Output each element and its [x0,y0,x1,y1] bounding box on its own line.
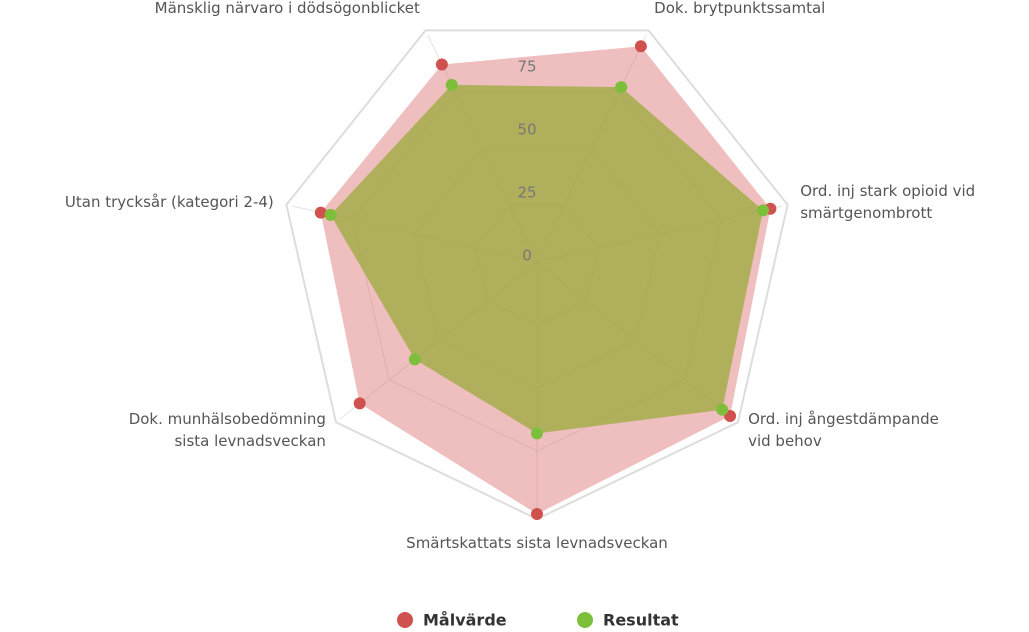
outer-frame [285,29,789,521]
legend-label: Resultat [603,611,679,630]
category-label: Dok. brytpunktssamtal [654,0,826,17]
series-point [353,397,366,410]
series-point [408,353,421,366]
series-point [531,427,543,440]
series-point [757,204,770,217]
category-label: Dok. munhälsobedömning sista levnadsveck… [128,410,326,451]
series-area [330,84,764,434]
legend-label: Målvärde [423,611,507,630]
y-tick-label: 75 [517,58,536,76]
y-tick-label: 0 [522,247,532,265]
category-label: Utan trycksår (kategori 2-4) [64,192,274,211]
series-point [716,403,729,416]
series-point [324,208,337,221]
y-tick-label: 25 [517,184,536,202]
legend-marker [577,612,593,628]
category-label: Smärtskattats sista levnadsveckan [406,534,668,552]
series-point [634,40,647,53]
category-label: Ord. inj ångestdämpande vid behov [748,410,939,451]
y-tick-label: 50 [517,121,536,139]
category-label: Ord. inj stark opioid vid smärtgenombrot… [800,181,976,222]
legend-marker [397,612,413,628]
series-point [314,206,327,219]
category-label: Mänsklig närvaro i dödsögonblicket [154,0,420,17]
series-point [531,508,543,520]
series-point [615,81,628,94]
series-point [435,58,448,71]
series-point [445,78,458,91]
